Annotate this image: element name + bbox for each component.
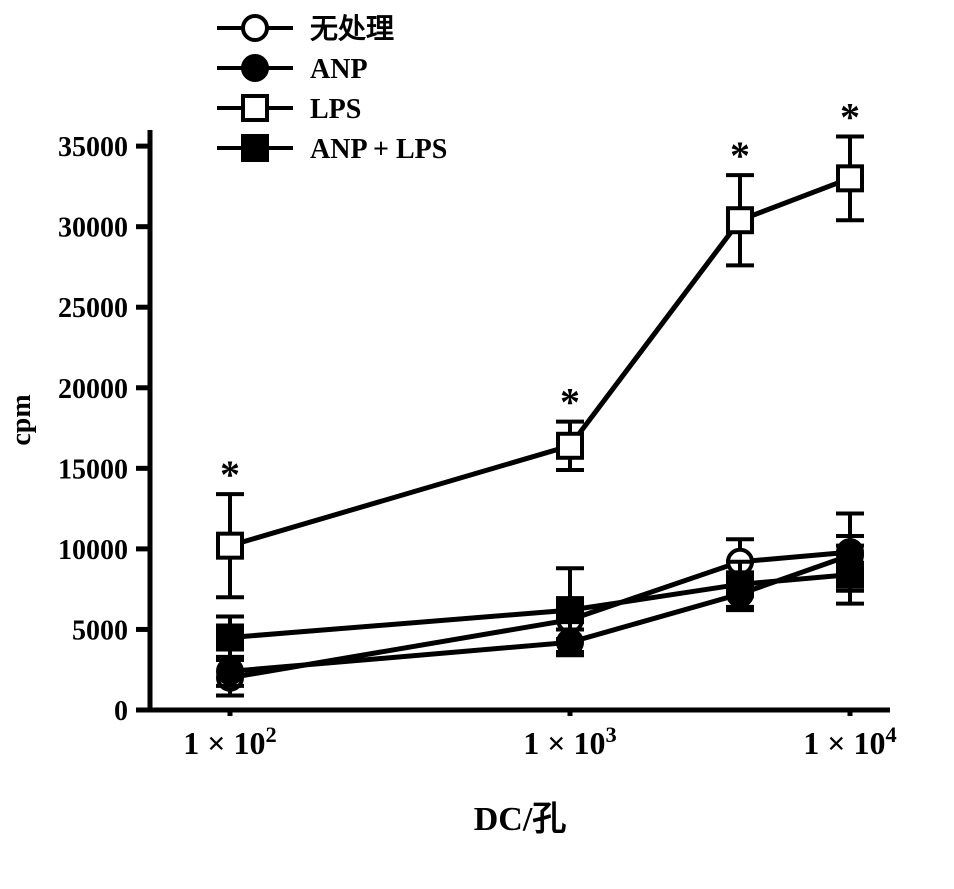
svg-text:20000: 20000 <box>58 374 128 405</box>
svg-text:*: * <box>840 94 860 139</box>
y-axis-label: cpm <box>6 394 37 445</box>
svg-text:5000: 5000 <box>72 615 128 646</box>
svg-text:*: * <box>730 133 750 178</box>
svg-text:*: * <box>220 452 240 497</box>
svg-text:25000: 25000 <box>58 293 128 324</box>
svg-text:0: 0 <box>114 696 128 727</box>
svg-text:1 × 103: 1 × 103 <box>523 722 616 762</box>
legend-label: ANP + LPS <box>310 134 447 165</box>
x-axis-label: DC/孔 <box>474 801 567 838</box>
svg-text:35000: 35000 <box>58 132 128 163</box>
line-chart: 0 5000 10000 15000 20000 25000 30000 35000 cpm 1 … <box>0 0 954 889</box>
legend-label: 无处理 <box>310 13 394 45</box>
svg-text:1 × 104: 1 × 104 <box>803 722 896 762</box>
svg-text:1 × 102: 1 × 102 <box>183 722 276 762</box>
legend-label: ANP <box>310 54 368 85</box>
svg-text:30000: 30000 <box>58 213 128 244</box>
svg-text:*: * <box>560 380 580 425</box>
svg-text:10000: 10000 <box>58 535 128 566</box>
legend-label: LPS <box>310 94 361 125</box>
svg-text:15000: 15000 <box>58 454 128 485</box>
